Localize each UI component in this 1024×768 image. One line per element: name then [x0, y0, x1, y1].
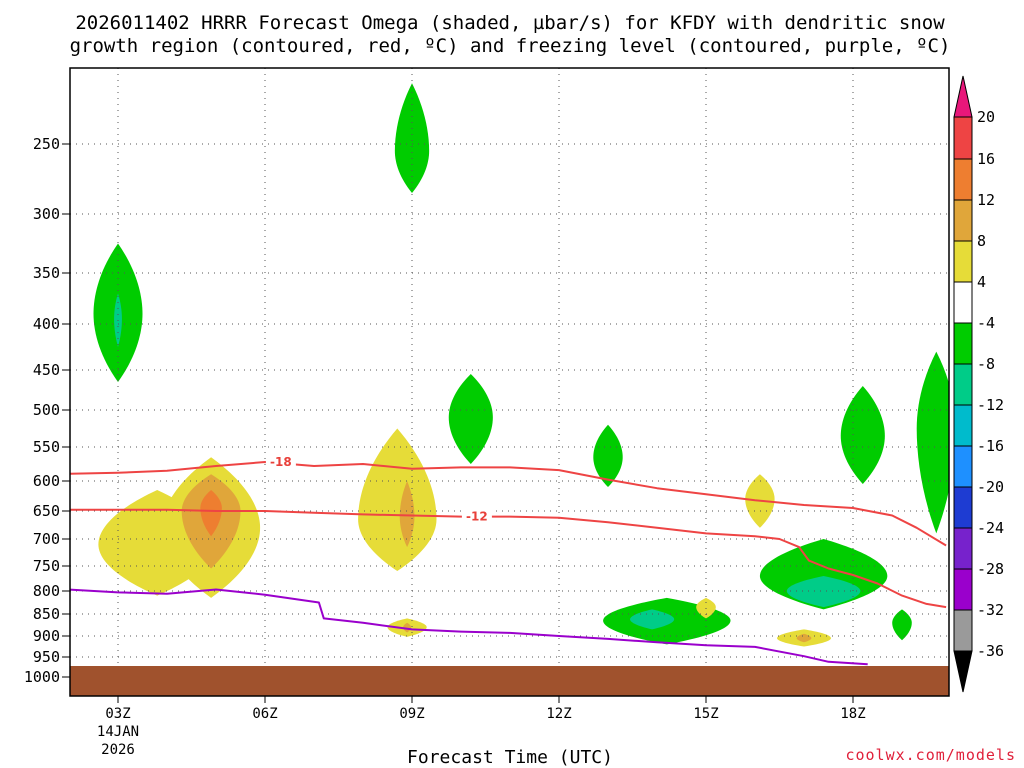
y-tick-label: 450 [33, 361, 60, 379]
colorbar-segment [953, 322, 973, 365]
omega-region [796, 633, 812, 643]
colorbar-label: -16 [977, 437, 1004, 455]
omega-region [200, 490, 222, 537]
colorbar-segment [953, 486, 973, 529]
omega-region [840, 386, 885, 484]
contour-label-bg [265, 453, 296, 469]
x-tick-label: 06Z [252, 706, 277, 722]
colorbar-segment [953, 281, 973, 324]
omega-region [403, 622, 412, 633]
ground-layer [70, 666, 949, 696]
y-tick-label: 700 [33, 530, 60, 548]
contour-label: -18 [270, 455, 292, 469]
y-tick-label: 250 [33, 135, 60, 153]
x-tick-label: 12Z [546, 706, 571, 722]
y-tick-label: 800 [33, 582, 60, 600]
colorbar-max-arrow [953, 75, 973, 118]
colorbar-label: -4 [977, 314, 995, 332]
colorbar-segment [953, 158, 973, 201]
omega-region [358, 428, 437, 571]
omega-region [394, 83, 430, 193]
colorbar-segment [953, 116, 973, 160]
x-tick-label: 03Z [105, 706, 130, 722]
date-label-year: 2026 [101, 742, 135, 758]
chart-title: 2026011402 HRRR Forecast Omega (shaded, … [70, 12, 951, 57]
colorbar-segment [953, 199, 973, 242]
colorbar-segment [953, 527, 973, 570]
y-tick-label: 850 [33, 605, 60, 623]
contour-freezing_level [70, 588, 868, 666]
colorbar-label: 20 [977, 108, 995, 126]
y-tick-label: 350 [33, 264, 60, 282]
title-line-1: 2026011402 HRRR Forecast Omega (shaded, … [75, 12, 945, 34]
colorbar-label: 16 [977, 150, 995, 168]
colorbar-label: -28 [977, 560, 1004, 578]
y-tick-label: 750 [33, 557, 60, 575]
contour-label: -12 [466, 510, 488, 524]
y-axis-pressure-ticks: 250 300 350 400 450 500 550 600 650 700 750 800 850 9… [24, 135, 70, 686]
colorbar-segment [953, 445, 973, 488]
x-tick-label: 18Z [840, 706, 865, 722]
colorbar-segment [953, 568, 973, 611]
plot-frame [69, 67, 950, 697]
colorbar-label: -20 [977, 478, 1004, 496]
plot-area: -18 -12 250 300 350 400 450 500 550 600 650 700 750… [24, 67, 950, 722]
omega-region [786, 576, 861, 608]
date-label-day: 14JAN [97, 724, 139, 740]
contour-dgz_lower [70, 508, 947, 609]
x-tick-label: 15Z [693, 706, 718, 722]
colorbar-segment [953, 240, 973, 283]
colorbar-label: -8 [977, 355, 995, 373]
colorbar-label: -36 [977, 642, 1004, 660]
x-axis-label: Forecast Time (UTC) [407, 747, 613, 768]
contour-labels: -18 -12 [265, 453, 492, 524]
colorbar-legend: 20 16 12 8 4 -4 -8 -12 -16 -20 -24 -28 -32 -36 [953, 75, 1004, 693]
y-tick-label: 400 [33, 315, 60, 333]
colorbar-label: -32 [977, 601, 1004, 619]
y-tick-label: 500 [33, 401, 60, 419]
omega-region [448, 374, 493, 464]
y-tick-label: 950 [33, 648, 60, 666]
contour-dgz_upper [70, 461, 947, 547]
ground-surface [70, 666, 949, 696]
x-axis-time-ticks: 03Z 06Z 09Z 12Z 15Z 18Z [105, 696, 866, 722]
omega-region [892, 609, 912, 641]
y-tick-label: 300 [33, 205, 60, 223]
title-line-2: growth region (contoured, red, ºC) and f… [70, 35, 951, 57]
omega-region [630, 609, 675, 630]
colorbar-label: -24 [977, 519, 1004, 537]
omega-region [399, 481, 415, 548]
contour-label-bg [461, 508, 492, 524]
colorbar-label: 8 [977, 232, 986, 250]
contour-lines [70, 461, 947, 666]
colorbar-segment [953, 609, 973, 652]
y-tick-label: 650 [33, 502, 60, 520]
y-tick-label: 550 [33, 438, 60, 456]
y-tick-label: 1000 [24, 668, 60, 686]
omega-region [916, 351, 949, 534]
colorbar-segment [953, 363, 973, 406]
colorbar-min-arrow [953, 650, 973, 693]
colorbar-segment [953, 404, 973, 447]
colorbar-label: 12 [977, 191, 995, 209]
y-tick-label: 600 [33, 472, 60, 490]
colorbar-label: -12 [977, 396, 1004, 414]
omega-shading [93, 83, 949, 647]
omega-region [593, 424, 623, 487]
x-tick-label: 09Z [399, 706, 424, 722]
credit-text: coolwx.com/models [845, 746, 1016, 764]
y-tick-label: 900 [33, 627, 60, 645]
colorbar-label: 4 [977, 273, 986, 291]
